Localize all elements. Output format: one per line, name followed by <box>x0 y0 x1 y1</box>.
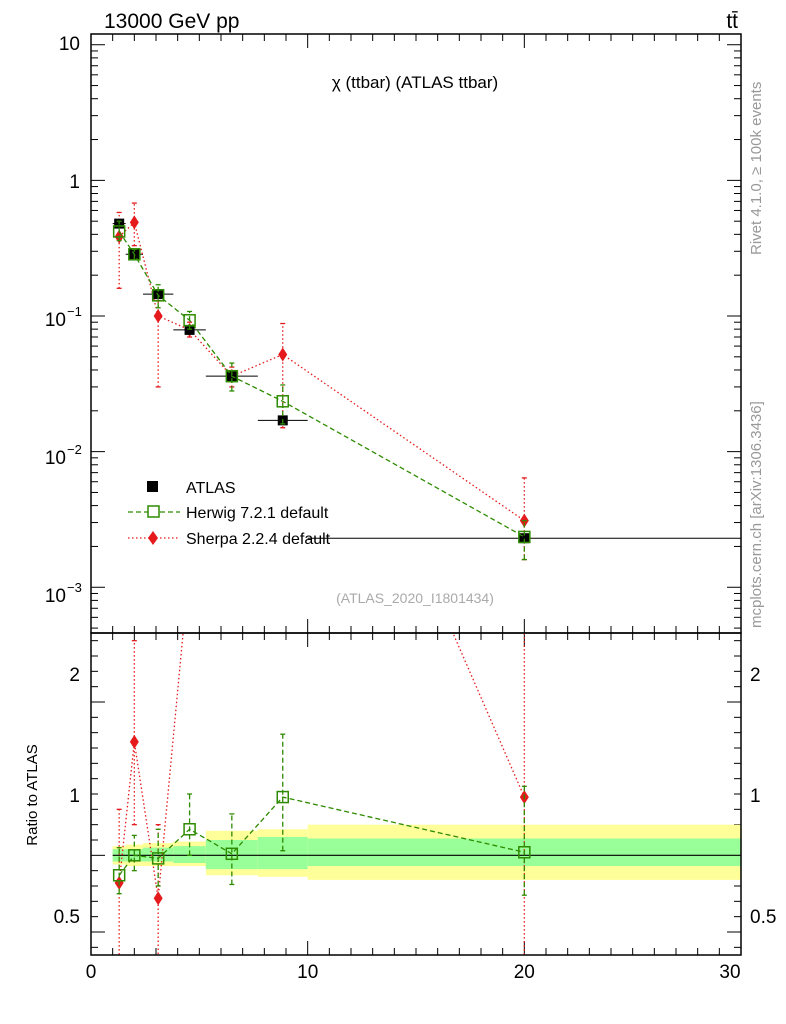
ratio-ytick-right-2: 2 <box>750 665 761 686</box>
legend-atlas-label: ATLAS <box>186 480 236 497</box>
ratio-sherpa-point <box>278 235 287 249</box>
side-rivet-label: Rivet 4.1.0, ≥ 100k events <box>748 82 765 255</box>
ratio-sherpa-point <box>185 557 194 571</box>
herwig-point <box>518 530 531 544</box>
legend: ATLAS Herwig 7.2.1 default Sherpa 2.2.4 … <box>128 480 331 548</box>
ratio-sherpa-point <box>129 734 139 749</box>
herwig-point <box>276 395 289 408</box>
ratio-sherpa-line <box>118 633 525 899</box>
legend-herwig-marker <box>147 505 160 518</box>
ratio-herwig-point <box>225 847 239 861</box>
legend-sherpa-label: Sherpa 2.2.4 default <box>186 531 331 548</box>
xtick-label-30: 30 <box>719 962 740 983</box>
ratio-frame <box>90 632 742 956</box>
ytick-label-1e-3: 10 <box>45 586 66 607</box>
analysis-id: (ATLAS_2020_I1801434) <box>336 590 494 606</box>
sherpa-point <box>153 308 163 323</box>
ytick-label-1: 1 <box>69 172 80 193</box>
legend-sherpa-marker <box>148 531 158 545</box>
ratio-herwig-point <box>518 846 531 859</box>
ratio-herwig-point <box>112 869 126 882</box>
xtick-label-0: 0 <box>86 962 97 983</box>
sherpa-point <box>278 347 288 362</box>
header-process: tt̄ <box>726 10 738 33</box>
ratio-ytick-left-1: 1 <box>69 786 80 807</box>
herwig-point <box>225 369 239 383</box>
ratio-herwig-point <box>151 852 165 865</box>
side-mcplots-label: mcplots.cern.ch [arXiv:1306.3436] <box>748 401 765 628</box>
ytick-label-1e-2: 10 <box>45 448 66 469</box>
sherpa-line <box>118 221 525 522</box>
ytick-label-1e-1: 10 <box>45 310 66 331</box>
legend-herwig-label: Herwig 7.2.1 default <box>186 505 329 522</box>
ratio-ytick-left-05: 0.5 <box>54 907 80 928</box>
legend-atlas-marker <box>147 481 158 492</box>
header-energy: 13000 GeV pp <box>104 10 239 33</box>
ytick-exp-1e-1: −1 <box>67 304 82 319</box>
ratio-panel: Ratio to ATLAS 2 1 0.5 2 1 0.5 0 10 20 3… <box>24 235 776 983</box>
herwig-point <box>151 289 165 302</box>
ratio-sherpa-point <box>153 891 163 906</box>
plot-title: χ (ttbar) (ATLAS ttbar) <box>332 73 498 92</box>
herwig-point <box>183 314 196 327</box>
ratio-ytick-right-05: 0.5 <box>750 907 776 928</box>
herwig-point <box>112 225 126 238</box>
atlas-point <box>519 533 530 544</box>
ratio-sherpa-point <box>227 235 236 249</box>
ytick-label-10: 10 <box>59 34 80 55</box>
ratio-herwig-point <box>183 823 196 836</box>
xtick-label-20: 20 <box>514 962 535 983</box>
ratio-ytick-left-2: 2 <box>69 665 80 686</box>
ratio-ylabel: Ratio to ATLAS <box>24 744 41 845</box>
sherpa-point <box>129 215 139 230</box>
ratio-ytick-right-1: 1 <box>750 786 761 807</box>
ytick-exp-1e-3: −3 <box>67 580 82 595</box>
main-panel: χ (ttbar) (ATLAS ttbar) (ATLAS_2020_I180… <box>45 33 742 634</box>
herwig-point <box>128 248 141 261</box>
ratio-herwig-point <box>276 790 289 804</box>
xtick-label-10: 10 <box>297 962 318 983</box>
herwig-line <box>118 231 525 538</box>
ytick-exp-1e-2: −2 <box>67 442 82 457</box>
atlas-point <box>184 324 195 335</box>
ratio-herwig-point <box>128 849 141 862</box>
